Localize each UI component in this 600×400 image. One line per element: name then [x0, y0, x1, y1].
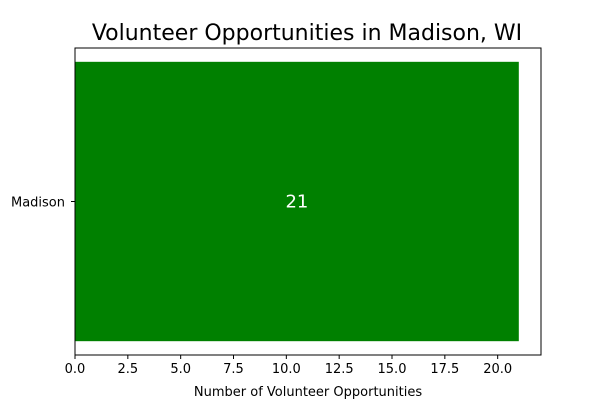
x-tick-label: 15.0: [378, 362, 407, 377]
chart-title: Volunteer Opportunities in Madison, WI: [92, 21, 522, 46]
y-axis-ticks: Madison: [11, 196, 75, 211]
x-axis-ticks: 0.0 2.5 5.0 7.5 10.0 12.5 15.0 17.5 20.0: [65, 355, 512, 377]
x-tick-label: 5.0: [170, 362, 191, 377]
x-axis-label: Number of Volunteer Opportunities: [194, 385, 422, 400]
x-tick-label: 10.0: [272, 362, 301, 377]
x-tick-label: 17.5: [430, 362, 459, 377]
plot-marks: 21: [75, 61, 519, 342]
x-tick-label: 0.0: [65, 362, 86, 377]
x-tick-label: 20.0: [483, 362, 512, 377]
bar-madison: [75, 61, 519, 342]
x-tick-label: 7.5: [223, 362, 244, 377]
x-tick-label: 2.5: [117, 362, 138, 377]
x-tick-label: 12.5: [325, 362, 354, 377]
bar-data-label: 21: [285, 192, 308, 213]
y-tick-label: Madison: [11, 196, 65, 211]
